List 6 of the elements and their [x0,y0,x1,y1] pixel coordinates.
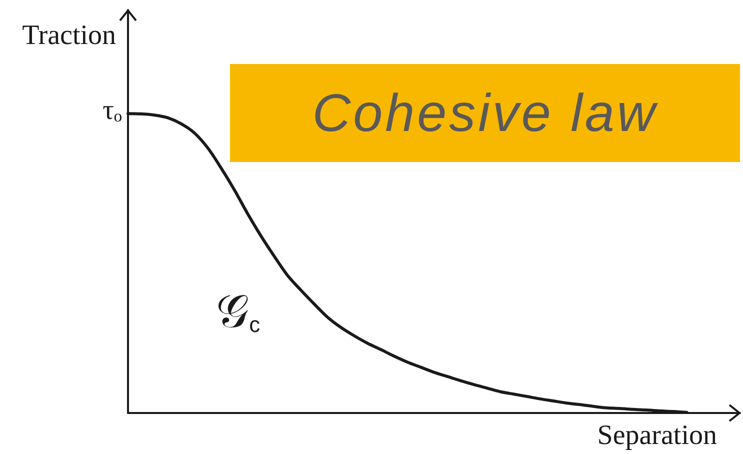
annotation: 𝒢$_{c}$ [216,284,260,338]
y-axis-title: Traction [22,20,116,51]
text: τₒ [102,94,122,126]
banner: Cohesive law [230,64,740,162]
x-axis-title: Separation [597,420,717,451]
chart-title: Cohesive law [312,84,658,142]
